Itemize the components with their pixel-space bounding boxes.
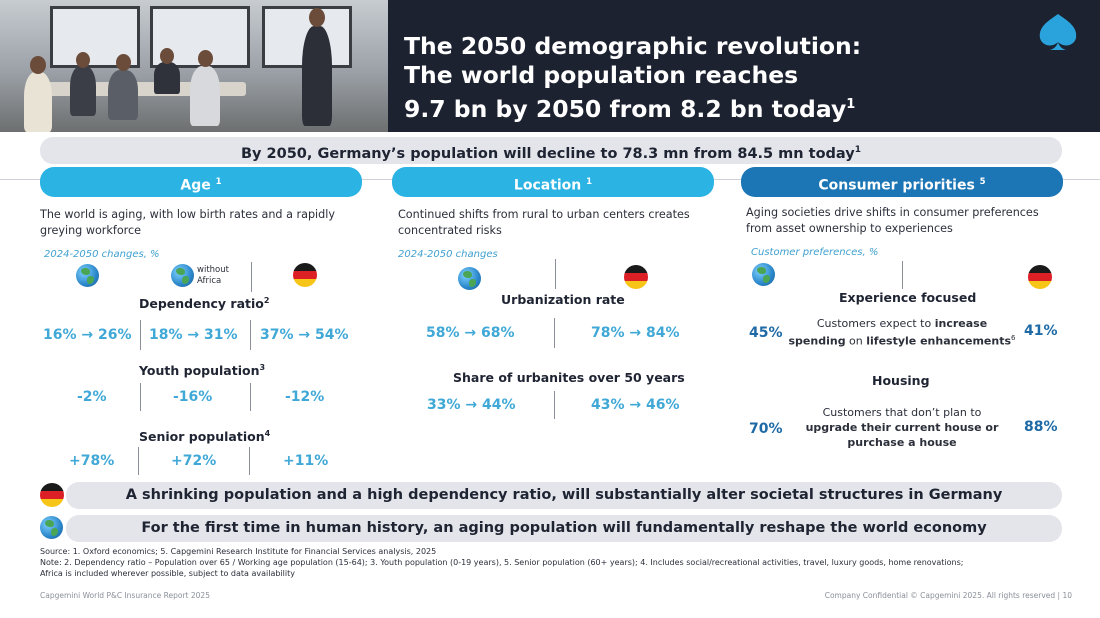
germany-conclusion-banner: A shrinking population and a high depend…: [66, 482, 1062, 509]
source-line: Africa is included wherever possible, su…: [40, 569, 295, 578]
dependency-world: 16% → 26%: [43, 327, 132, 343]
column-divider: [250, 383, 251, 411]
urbanites-over-50-title: Share of urbanites over 50 years: [453, 370, 685, 385]
germany-population-banner: By 2050, Germany’s population will decli…: [40, 137, 1062, 164]
column-divider: [554, 318, 555, 348]
dependency-ratio-title: Dependency ratio2: [139, 296, 270, 312]
youth-world-without-africa: -16%: [173, 389, 213, 405]
senior-world-without-africa: +72%: [171, 453, 217, 469]
report-name: Capgemini World P&C Insurance Report 202…: [40, 591, 210, 600]
column-divider: [140, 320, 141, 350]
without-africa-label: without Africa: [197, 265, 229, 286]
experience-world: 45%: [749, 325, 783, 341]
column-divider: [555, 259, 556, 289]
globe-icon: [40, 516, 63, 539]
source-notes: Source: 1. Oxford economics; 5. Capgemin…: [40, 546, 964, 579]
age-subheading: 2024-2050 changes, %: [44, 249, 160, 260]
person-figure: [198, 50, 213, 67]
experience-note: Customers expect to increase spending on…: [788, 317, 1016, 348]
confidential-page-number: Company Confidential © Capgemini 2025. A…: [824, 591, 1072, 600]
consumer-description: Aging societies drive shifts in consumer…: [746, 206, 1039, 235]
age-description: The world is aging, with low birth rates…: [40, 208, 335, 237]
senior-population-title: Senior population4: [139, 429, 271, 445]
person-figure: [154, 62, 180, 94]
person-figure: [30, 56, 46, 74]
housing-world: 70%: [749, 421, 783, 437]
dependency-world-without-africa: 18% → 31%: [149, 327, 238, 343]
source-line: Note: 2. Dependency ratio – Population o…: [40, 558, 964, 567]
person-figure: [116, 54, 131, 71]
person-figure: [302, 26, 332, 126]
column-divider: [902, 261, 903, 289]
experience-focused-title: Experience focused: [839, 290, 977, 305]
consumer-priorities-panel: Consumer priorities 5 Aging societies dr…: [741, 167, 1063, 237]
experience-germany: 41%: [1024, 323, 1058, 339]
location-subheading: 2024-2050 changes: [398, 249, 498, 260]
column-divider: [249, 447, 250, 475]
column-divider: [140, 383, 141, 411]
germany-flag-icon: [40, 483, 64, 507]
person-figure: [309, 8, 325, 27]
person-figure: [24, 72, 52, 132]
globe-icon: [76, 264, 99, 287]
urbanization-world: 58% → 68%: [426, 325, 515, 341]
germany-flag-icon: [1028, 265, 1052, 289]
consumer-subheading: Customer preferences, %: [751, 247, 879, 258]
column-divider: [251, 262, 252, 292]
urbanites-world: 33% → 44%: [427, 397, 516, 413]
column-divider: [250, 320, 251, 350]
person-figure: [160, 48, 174, 64]
age-panel: Age 1 The world is aging, with low birth…: [40, 167, 362, 239]
dependency-germany: 37% → 54%: [260, 327, 349, 343]
youth-germany: -12%: [285, 389, 325, 405]
housing-note: Customers that don’t plan to upgrade the…: [805, 406, 999, 449]
window-pane: [50, 6, 140, 68]
source-line: Source: 1. Oxford economics; 5. Capgemin…: [40, 547, 437, 556]
column-divider: [138, 447, 139, 475]
globe-icon: [458, 267, 481, 290]
globe-icon: [752, 263, 775, 286]
housing-germany: 88%: [1024, 419, 1058, 435]
person-figure: [108, 70, 138, 120]
person-figure: [70, 66, 96, 116]
capgemini-spade-icon: [1039, 14, 1077, 50]
urbanization-rate-title: Urbanization rate: [501, 292, 625, 307]
header: The 2050 demographic revolution: The wor…: [0, 0, 1100, 132]
senior-world: +78%: [69, 453, 115, 469]
world-conclusion-banner: For the first time in human history, an …: [66, 515, 1062, 542]
age-heading: Age 1: [40, 167, 362, 197]
urbanites-germany: 43% → 46%: [591, 397, 680, 413]
person-figure: [76, 52, 90, 68]
person-figure: [190, 66, 220, 126]
senior-germany: +11%: [283, 453, 329, 469]
location-heading: Location 1: [392, 167, 714, 197]
page-title: The 2050 demographic revolution: The wor…: [404, 32, 964, 124]
germany-flag-icon: [624, 265, 648, 289]
location-description: Continued shifts from rural to urban cen…: [398, 208, 690, 237]
housing-title: Housing: [872, 373, 930, 388]
youth-world: -2%: [77, 389, 107, 405]
location-panel: Location 1 Continued shifts from rural t…: [392, 167, 714, 239]
column-divider: [554, 391, 555, 419]
youth-population-title: Youth population3: [139, 363, 266, 379]
consumer-priorities-heading: Consumer priorities 5: [741, 167, 1063, 197]
globe-icon: [171, 264, 194, 287]
title-line: The world population reaches: [404, 61, 799, 89]
title-line: 9.7 bn by 2050 from 8.2 bn today1: [404, 94, 856, 123]
header-photo: [0, 0, 388, 132]
urbanization-germany: 78% → 84%: [591, 325, 680, 341]
title-line: The 2050 demographic revolution:: [404, 32, 862, 60]
germany-flag-icon: [293, 263, 317, 287]
